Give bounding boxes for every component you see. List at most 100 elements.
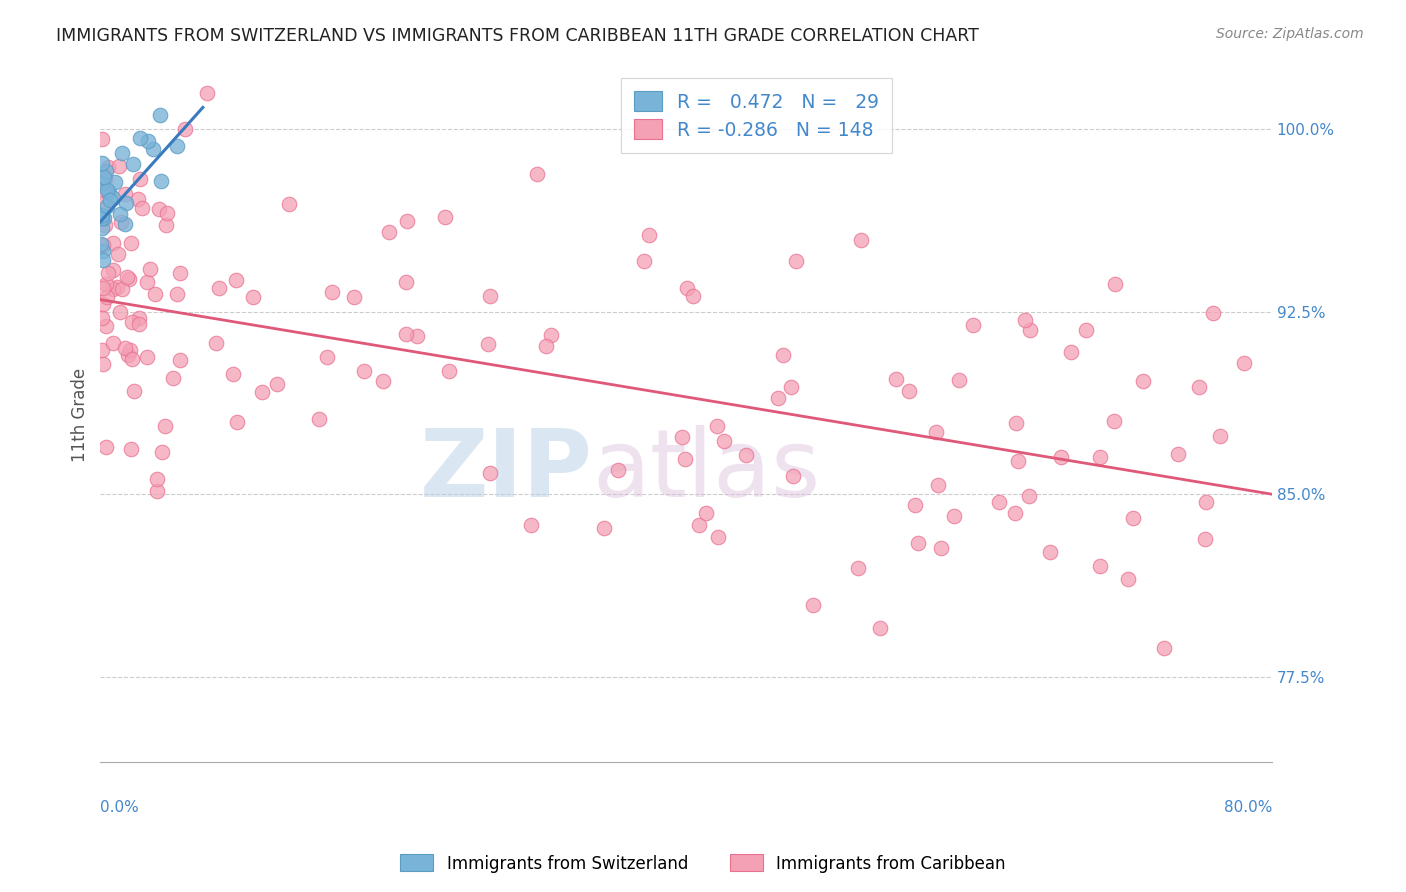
Point (150, 445, 173, 459)
Point (593, 521, 616, 535)
Point (115, 196, 138, 211)
Point (120, 236, 142, 251)
Point (93, 357, 115, 371)
Point (94, 277, 117, 292)
Point (91, 132, 114, 146)
Text: 0.0%: 0.0% (100, 800, 139, 815)
Point (90, 156, 112, 170)
Point (371, 375, 394, 389)
Point (98, 193, 121, 207)
Point (1088, 559, 1111, 574)
Point (103, 263, 125, 277)
Point (120, 442, 142, 457)
Point (477, 336, 499, 351)
Point (1202, 306, 1225, 320)
Point (713, 434, 735, 448)
Point (266, 377, 288, 392)
Point (321, 285, 343, 299)
Point (395, 327, 418, 342)
Point (898, 384, 921, 399)
Point (278, 197, 301, 211)
Point (149, 107, 172, 121)
Point (1014, 313, 1036, 327)
Point (166, 139, 188, 153)
Point (131, 201, 153, 215)
Point (162, 371, 184, 385)
Point (785, 253, 807, 268)
Point (519, 517, 541, 532)
Point (135, 275, 157, 289)
Point (96, 183, 118, 197)
Point (1039, 545, 1062, 559)
Point (707, 530, 730, 544)
Point (174, 121, 197, 136)
Point (122, 384, 145, 398)
Point (1050, 450, 1073, 465)
Point (606, 463, 628, 477)
Point (735, 448, 758, 462)
Point (948, 373, 970, 387)
Point (90, 311, 112, 326)
Legend: R =   0.472   N =   29, R = -0.286   N = 148: R = 0.472 N = 29, R = -0.286 N = 148 (620, 78, 891, 153)
Point (406, 328, 429, 343)
Point (1132, 374, 1154, 388)
Point (676, 281, 699, 295)
Point (1076, 322, 1098, 336)
Point (94, 218, 117, 232)
Point (146, 484, 169, 499)
Point (90, 181, 112, 195)
Point (478, 467, 501, 481)
Point (433, 211, 456, 225)
Point (101, 336, 124, 351)
Point (526, 167, 548, 181)
Point (849, 233, 872, 247)
Point (378, 225, 401, 239)
Point (1188, 380, 1211, 394)
Point (90, 211, 112, 225)
Point (91, 197, 114, 211)
Text: ZIP: ZIP (419, 425, 592, 516)
Point (1153, 641, 1175, 656)
Point (121, 315, 143, 329)
Point (117, 348, 139, 362)
Point (1209, 429, 1232, 443)
Point (1116, 572, 1139, 586)
Point (150, 174, 173, 188)
Point (1018, 489, 1040, 503)
Point (90, 237, 112, 252)
Point (308, 412, 330, 426)
Point (90, 176, 112, 190)
Point (142, 143, 165, 157)
Point (139, 262, 162, 277)
Point (204, 336, 226, 351)
Point (91, 281, 114, 295)
Point (128, 172, 150, 186)
Point (222, 367, 245, 381)
Point (110, 215, 132, 229)
Point (166, 286, 188, 301)
Point (97, 266, 120, 280)
Point (988, 495, 1011, 509)
Point (101, 235, 124, 250)
Point (1195, 494, 1218, 508)
Point (540, 327, 562, 342)
Point (1004, 416, 1026, 430)
Point (252, 384, 274, 399)
Point (127, 192, 149, 206)
Point (225, 273, 247, 287)
Point (226, 415, 249, 429)
Point (90, 209, 112, 223)
Point (353, 364, 375, 378)
Text: IMMIGRANTS FROM SWITZERLAND VS IMMIGRANTS FROM CARIBBEAN 11TH GRADE CORRELATION : IMMIGRANTS FROM SWITZERLAND VS IMMIGRANT… (56, 27, 979, 45)
Point (1167, 447, 1189, 461)
Point (118, 343, 141, 358)
Point (779, 380, 801, 394)
Point (242, 290, 264, 304)
Point (103, 191, 125, 205)
Point (929, 541, 952, 555)
Point (927, 477, 949, 491)
Point (118, 272, 141, 286)
Point (122, 157, 145, 171)
Point (1102, 414, 1125, 428)
Point (155, 218, 177, 232)
